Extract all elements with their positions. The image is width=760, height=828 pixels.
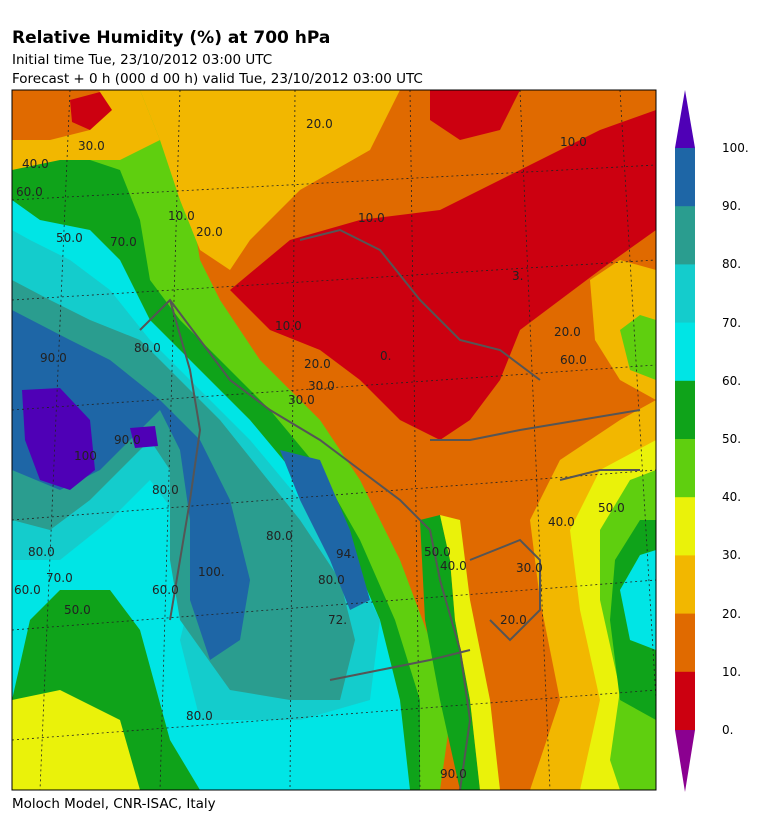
colorbar-segment <box>675 555 695 615</box>
contour-label: 30.0 <box>308 379 335 393</box>
colorbar-label: 0. <box>722 723 734 737</box>
contour-label: 72. <box>328 613 347 627</box>
colorbar-segment <box>675 613 695 673</box>
map-field <box>12 90 656 790</box>
colorbar-label: 40. <box>722 490 742 505</box>
contour-labels: 30.0 40.0 60.0 50.0 70.0 20.0 10.0 20.0 … <box>14 117 625 781</box>
contour-label: 20.0 <box>306 117 333 131</box>
colorbar-label: 30. <box>722 548 742 563</box>
contour-label: 10.0 <box>560 135 587 149</box>
contour-label: 90.0 <box>40 351 67 365</box>
contour-label: 30.0 <box>288 393 315 407</box>
colorbar-segment <box>675 264 695 324</box>
contour-label: 100. <box>198 565 225 579</box>
colorbar-segment <box>675 380 695 440</box>
colorbar-label: 20. <box>722 606 742 621</box>
contour-label: 20.0 <box>196 225 223 239</box>
contour-label: 40.0 <box>440 559 467 573</box>
initial-time: Initial time Tue, 23/10/2012 03:00 UTC <box>12 52 273 68</box>
colorbar-label: 10. <box>722 664 742 679</box>
colorbar-segment <box>675 671 695 731</box>
contour-label: 80.0 <box>152 483 179 497</box>
contour-label: 20.0 <box>304 357 331 371</box>
colorbar-label: 100. <box>722 141 749 155</box>
contour-label: 70.0 <box>46 571 73 585</box>
contour-label: 100 <box>74 449 97 463</box>
colorbar-segment <box>675 206 695 265</box>
contour-label: 80.0 <box>186 709 213 723</box>
coastlines <box>139 228 641 790</box>
contour-label: 60.0 <box>16 185 43 199</box>
colorbar-label: 50. <box>722 432 742 446</box>
colorbar-segment <box>675 148 695 207</box>
graticule <box>12 90 656 790</box>
contour-label: 20.0 <box>554 325 581 339</box>
colorbar-label: 70. <box>722 315 742 330</box>
contour-label: 50.0 <box>56 231 83 245</box>
contour-label: 80.0 <box>28 545 55 559</box>
model-credit: Moloch Model, CNR-ISAC, Italy <box>12 796 216 812</box>
forecast-valid-time: Forecast + 0 h (000 d 00 h) valid Tue, 2… <box>12 71 423 87</box>
contour-label: 30.0 <box>78 139 105 153</box>
contour-label: 60.0 <box>560 353 587 367</box>
contour-label: 20.0 <box>500 613 527 627</box>
colorbar-max-arrow <box>675 90 695 148</box>
map-title: Relative Humidity (%) at 700 hPa <box>12 28 331 48</box>
colorbar-segment <box>675 439 695 498</box>
contour-label: 90.0 <box>114 433 141 447</box>
contour-label: 50.0 <box>598 501 625 515</box>
colorbar-label: 80. <box>722 257 742 272</box>
contour-label: 10.0 <box>358 211 385 225</box>
contour-label: 80.0 <box>266 529 293 543</box>
colorbar-label: 60. <box>722 373 742 388</box>
contour-label: 70.0 <box>110 235 137 249</box>
contour-label: 3. <box>512 269 523 283</box>
contour-label: 10.0 <box>275 319 302 333</box>
colorbar-segment <box>675 497 695 556</box>
contour-label: 94. <box>336 547 355 561</box>
contour-label: 50.0 <box>64 603 91 617</box>
contour-label: 80.0 <box>318 573 345 587</box>
map-frame <box>11 89 657 791</box>
contour-label: 90.0 <box>440 767 467 781</box>
colorbar <box>675 90 695 792</box>
colorbar-min-arrow <box>675 730 695 792</box>
contour-label: 10.0 <box>168 209 195 223</box>
colorbar-label: 90. <box>722 199 742 214</box>
contour-label: 0. <box>380 349 391 363</box>
contour-label: 60.0 <box>152 583 179 597</box>
contour-label: 80.0 <box>134 341 161 355</box>
contour-label: 50.0 <box>424 545 451 559</box>
contour-label: 60.0 <box>14 583 41 597</box>
contour-label: 40.0 <box>548 515 575 529</box>
contour-label: 30.0 <box>516 561 543 575</box>
contour-label: 40.0 <box>22 157 49 171</box>
colorbar-segment <box>675 322 695 382</box>
